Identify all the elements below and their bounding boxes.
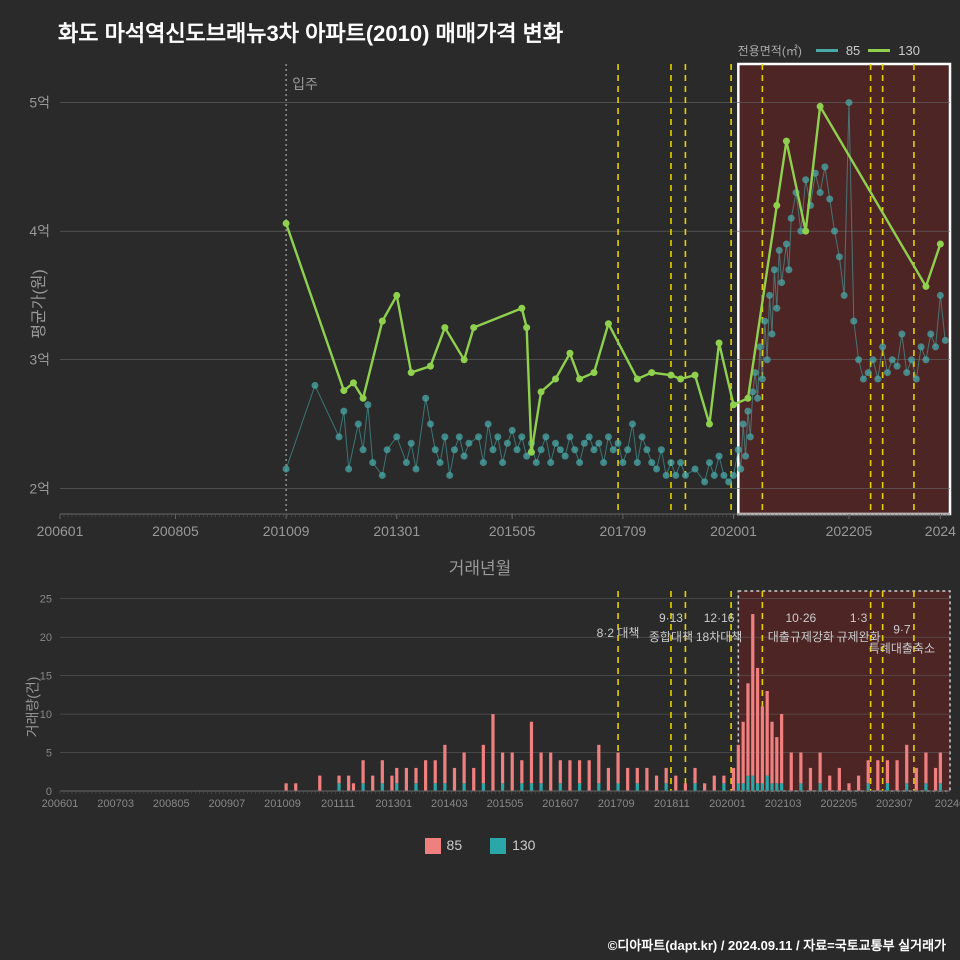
svg-text:8·2 대책: 8·2 대책	[597, 625, 640, 640]
legend-swatch-85	[816, 49, 838, 52]
legend-bot-130: 130	[512, 837, 535, 853]
svg-text:201403: 201403	[431, 798, 468, 810]
svg-text:종합대책: 종합대책	[649, 629, 693, 644]
svg-text:201709: 201709	[600, 523, 647, 539]
svg-text:5억: 5억	[29, 95, 50, 111]
svg-text:9·13: 9·13	[659, 611, 683, 625]
legend-swatch-130	[868, 49, 890, 52]
svg-text:18차대책: 18차대책	[696, 629, 742, 644]
ylabel-bot: 거래량(건)	[22, 677, 42, 738]
svg-text:202205: 202205	[826, 523, 873, 539]
legend-bottom: 85 130	[0, 837, 960, 854]
legend-box-130	[490, 838, 506, 854]
svg-text:20: 20	[40, 632, 52, 644]
svg-text:200805: 200805	[153, 798, 190, 810]
svg-text:3억: 3억	[29, 352, 50, 368]
svg-text:201009: 201009	[264, 798, 301, 810]
svg-text:202001: 202001	[710, 523, 757, 539]
svg-text:9·7: 9·7	[893, 622, 911, 636]
svg-text:5: 5	[46, 748, 52, 760]
svg-text:입주: 입주	[292, 76, 318, 92]
svg-text:특례대출축소: 특례대출축소	[869, 642, 935, 656]
svg-text:대출규제강화: 대출규제강화	[768, 630, 834, 644]
ylabel-top: 평균가(원)	[25, 269, 49, 339]
svg-text:10·26: 10·26	[786, 611, 817, 625]
svg-text:1·3: 1·3	[850, 611, 868, 625]
svg-text:200601: 200601	[37, 523, 84, 539]
svg-text:201811: 201811	[654, 798, 690, 810]
footer-text: ©디아파트(dapt.kr) / 2024.09.11 / 자료=국토교통부 실…	[608, 935, 946, 954]
svg-text:202001: 202001	[709, 798, 746, 810]
svg-text:201607: 201607	[542, 798, 579, 810]
svg-text:201709: 201709	[598, 798, 635, 810]
svg-text:201505: 201505	[487, 798, 524, 810]
svg-text:201009: 201009	[263, 523, 310, 539]
volume-chart: 0510152025200601200703200805200907201009…	[0, 587, 960, 827]
svg-text:25: 25	[40, 594, 52, 606]
svg-text:20240: 20240	[935, 798, 960, 810]
legend-box-85	[425, 838, 441, 854]
svg-text:0: 0	[46, 786, 52, 798]
svg-text:200703: 200703	[97, 798, 134, 810]
svg-text:200601: 200601	[42, 798, 79, 810]
svg-text:201301: 201301	[375, 798, 412, 810]
svg-text:200907: 200907	[209, 798, 246, 810]
svg-text:202103: 202103	[765, 798, 802, 810]
svg-text:4억: 4억	[29, 223, 50, 239]
svg-text:201301: 201301	[373, 523, 420, 539]
svg-text:201505: 201505	[489, 523, 536, 539]
svg-text:2024: 2024	[925, 523, 956, 539]
legend-bot-85: 85	[447, 837, 463, 853]
svg-text:201111: 201111	[321, 798, 355, 810]
svg-text:200805: 200805	[152, 523, 199, 539]
svg-text:2억: 2억	[29, 480, 50, 496]
svg-text:12·16: 12·16	[704, 611, 735, 625]
price-chart: 2억 3억 4억 5억 200601 200805 201009 201301 201505 20…	[0, 54, 960, 554]
xlabel-top: 거래년월	[0, 554, 960, 579]
svg-text:202205: 202205	[820, 798, 857, 810]
svg-text:202307: 202307	[876, 798, 913, 810]
